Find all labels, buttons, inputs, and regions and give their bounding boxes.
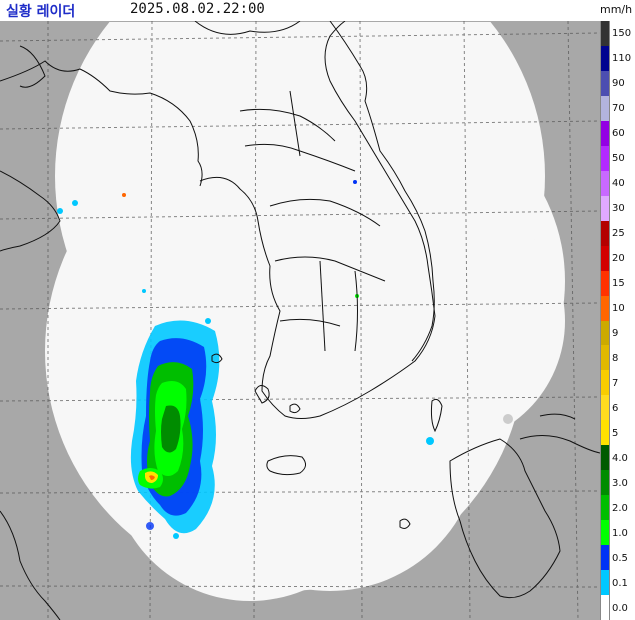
legend-label: 0.5 (612, 552, 628, 564)
legend-swatch (600, 120, 610, 146)
legend-label: 60 (612, 128, 625, 140)
legend-label: 1.0 (612, 527, 628, 539)
legend-label: 3.0 (612, 477, 628, 489)
legend-label: 40 (612, 178, 625, 190)
legend-swatch (600, 245, 610, 271)
legend-label: 25 (612, 228, 625, 240)
legend-swatch (600, 195, 610, 221)
legend-swatch (600, 95, 610, 121)
legend-swatch (600, 70, 610, 96)
legend-label: 50 (612, 153, 625, 165)
legend-label: 15 (612, 278, 625, 290)
legend-label: 90 (612, 78, 625, 90)
legend-swatch (600, 345, 610, 371)
legend-label: 5 (612, 427, 619, 439)
legend-swatch (600, 21, 610, 46)
legend-label: 2.0 (612, 502, 628, 514)
radar-echo-cluster (57, 180, 513, 539)
radar-map (0, 21, 600, 620)
legend-label: 4.0 (612, 452, 628, 464)
legend-swatch (600, 145, 610, 171)
legend-label: 20 (612, 253, 625, 265)
coastlines (0, 21, 600, 620)
legend-label: 7 (612, 377, 619, 389)
legend-swatch (600, 445, 610, 471)
legend-swatch (600, 170, 610, 196)
legend-swatch (600, 520, 610, 546)
page-title: 실황 레이더 (6, 4, 76, 20)
legend-label: 150 (612, 28, 632, 40)
legend-swatch (600, 220, 610, 246)
legend-label: 9 (612, 327, 619, 339)
header-bar: 실황 레이더 2025.08.02.22:00 mm/h (0, 0, 635, 21)
legend-swatch (600, 470, 610, 496)
legend-label: 6 (612, 402, 619, 414)
legend-label: 70 (612, 103, 625, 115)
legend-swatch (600, 545, 610, 571)
legend-swatch (600, 495, 610, 521)
observation-timestamp: 2025.08.02.22:00 (130, 1, 265, 17)
legend-swatch (600, 570, 610, 596)
legend-label: 8 (612, 352, 619, 364)
legend-label: 30 (612, 203, 625, 215)
legend-label: 10 (612, 303, 625, 315)
legend-swatch (600, 295, 610, 321)
legend-swatch (600, 595, 610, 620)
lat-lon-grid (0, 21, 600, 620)
legend-swatch (600, 270, 610, 296)
legend-swatch (600, 395, 610, 421)
rainfall-legend: 150 110 90 70 60 50 40 30 25 20 15 10 9 8 7 6 5 4.0 3.0 2.0… (600, 21, 635, 620)
legend-swatch (600, 420, 610, 446)
legend-label: 0.1 (612, 577, 628, 589)
legend-unit: mm/h (600, 3, 633, 16)
legend-swatch (600, 45, 610, 71)
legend-swatch (600, 320, 610, 346)
legend-swatch (600, 370, 610, 396)
legend-label: 0.0 (612, 602, 628, 614)
legend-label: 110 (612, 53, 632, 65)
